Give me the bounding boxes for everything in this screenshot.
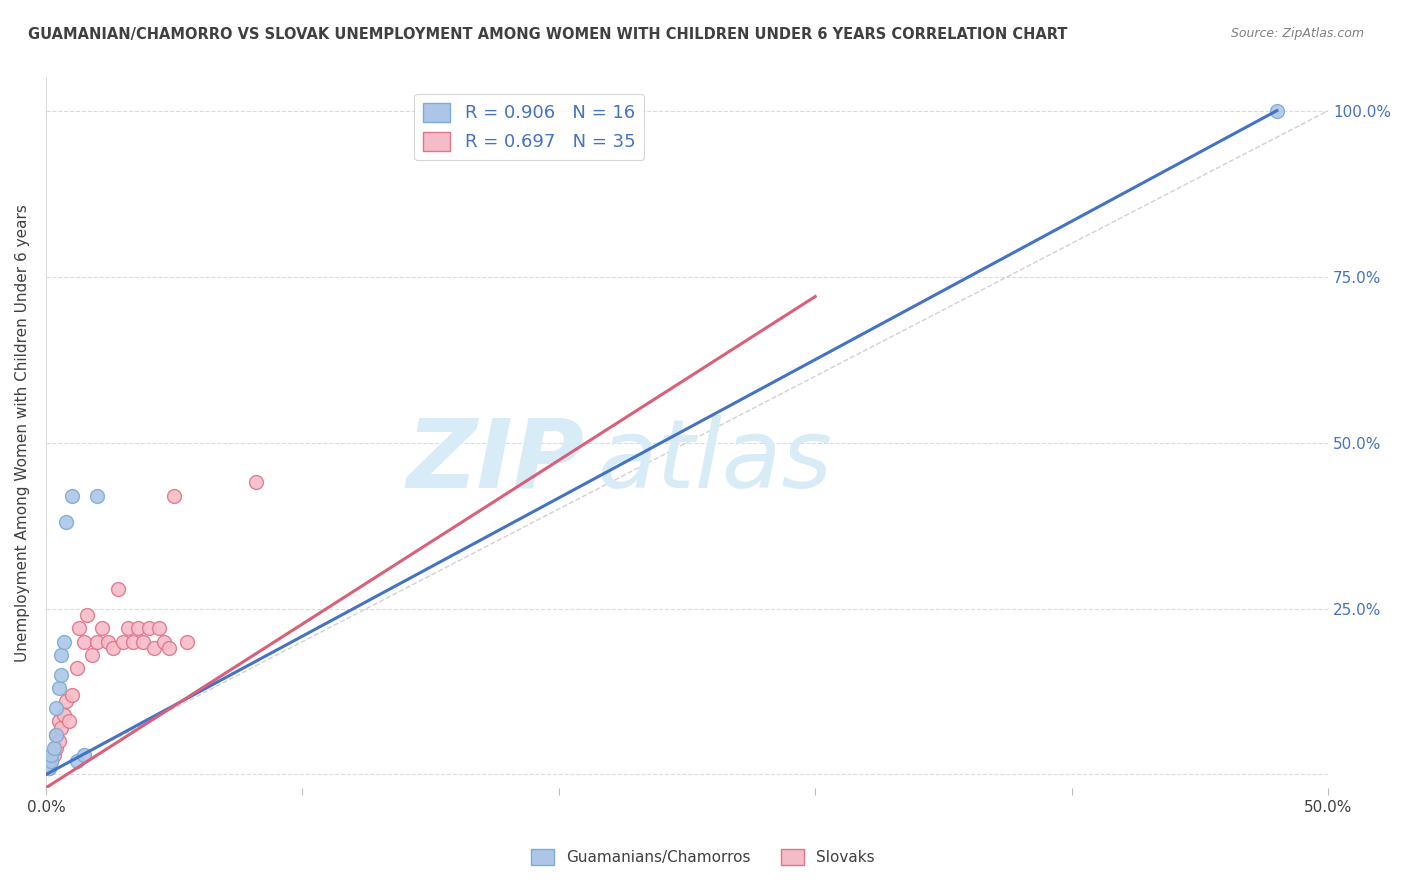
Point (101, 641, 124, 656)
Point (73, 747, 96, 762)
Point (76, 608, 98, 623)
Point (55, 694, 77, 708)
Point (142, 641, 165, 656)
Point (45, 728, 67, 742)
Point (45, 728, 67, 742)
Point (42, 740, 65, 755)
Point (38, 761, 60, 775)
Point (60, 489, 83, 503)
Point (66, 661, 89, 675)
Point (117, 622, 139, 636)
Point (60, 688, 83, 702)
Point (51, 648, 73, 662)
Point (91, 622, 114, 636)
Point (45, 701, 67, 715)
Text: GUAMANIAN/CHAMORRO VS SLOVAK UNEMPLOYMENT AMONG WOMEN WITH CHILDREN UNDER 6 YEAR: GUAMANIAN/CHAMORRO VS SLOVAK UNEMPLOYMEN… (28, 27, 1067, 42)
Legend: R = 0.906   N = 16, R = 0.697   N = 35: R = 0.906 N = 16, R = 0.697 N = 35 (413, 94, 644, 161)
Point (38, 761, 60, 775)
Y-axis label: Unemployment Among Women with Children Under 6 years: Unemployment Among Women with Children U… (15, 203, 30, 662)
Point (48, 714, 70, 729)
Point (48, 681, 70, 695)
Point (45, 740, 67, 755)
Point (1265, 103, 1288, 118)
Point (67, 622, 90, 636)
Point (96, 634, 118, 648)
Point (107, 582, 129, 596)
Point (132, 634, 155, 648)
Legend: Guamanians/Chamorros, Slovaks: Guamanians/Chamorros, Slovaks (524, 843, 882, 871)
Point (157, 641, 180, 656)
Point (153, 634, 176, 648)
Point (51, 668, 73, 682)
Point (82, 648, 104, 662)
Point (48, 734, 70, 748)
Point (122, 634, 145, 648)
Point (39, 747, 62, 762)
Point (176, 634, 198, 648)
Text: ZIP: ZIP (406, 415, 585, 508)
Point (52, 707, 75, 722)
Point (52, 634, 75, 648)
Point (58, 714, 80, 729)
Text: atlas: atlas (598, 415, 832, 508)
Point (148, 622, 170, 636)
Point (73, 634, 96, 648)
Point (86, 634, 108, 648)
Point (39, 754, 62, 768)
Point (39, 754, 62, 768)
Point (127, 622, 149, 636)
Point (55, 515, 77, 529)
Point (138, 622, 160, 636)
Point (86, 489, 108, 503)
Text: Source: ZipAtlas.com: Source: ZipAtlas.com (1230, 27, 1364, 40)
Point (245, 475, 267, 490)
Point (111, 634, 134, 648)
Point (51, 721, 73, 735)
Point (42, 747, 65, 762)
Point (66, 754, 89, 768)
Point (163, 489, 186, 503)
